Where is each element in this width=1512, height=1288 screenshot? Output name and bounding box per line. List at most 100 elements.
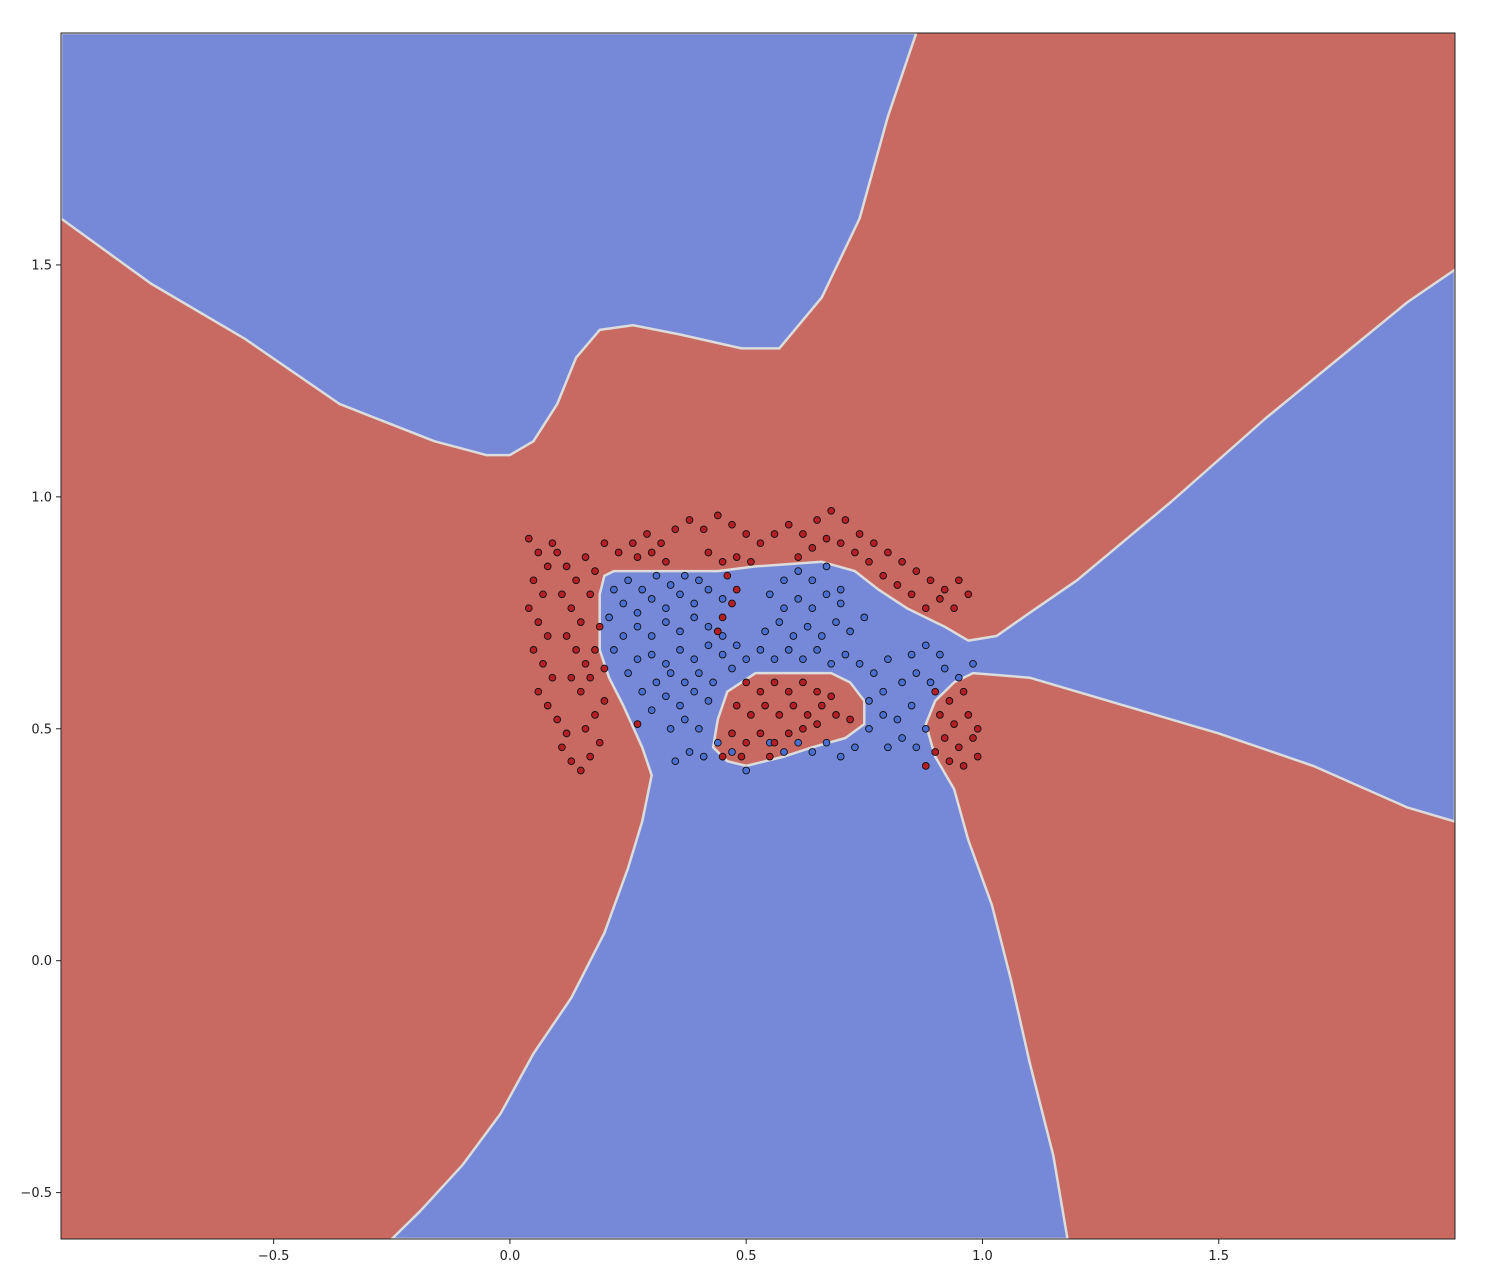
data-point-class-0 xyxy=(770,655,779,664)
data-point-class-0 xyxy=(780,576,788,585)
x-tick-label: 1.0 xyxy=(972,1249,993,1264)
data-point-class-1 xyxy=(799,678,807,687)
data-point-class-1 xyxy=(803,711,812,719)
data-point-class-1 xyxy=(761,701,769,710)
data-point-class-1 xyxy=(600,697,609,705)
data-point-class-1 xyxy=(628,539,637,548)
data-point-class-0 xyxy=(860,613,869,622)
data-point-class-1 xyxy=(723,571,732,580)
data-point-class-0 xyxy=(969,659,977,668)
data-point-class-1 xyxy=(548,539,557,548)
data-point-class-1 xyxy=(817,701,826,710)
data-point-class-0 xyxy=(879,711,888,719)
data-point-class-0 xyxy=(784,646,793,654)
data-point-class-0 xyxy=(647,632,656,640)
data-point-class-0 xyxy=(936,650,944,659)
data-point-class-0 xyxy=(704,585,713,594)
data-point-class-1 xyxy=(567,757,576,766)
data-point-class-0 xyxy=(662,692,670,701)
data-point-class-1 xyxy=(770,530,779,538)
data-point-class-0 xyxy=(662,618,670,626)
data-point-class-0 xyxy=(680,571,689,580)
x-axis: −0.5 0.0 0.5 1.0 1.5 xyxy=(258,1239,1229,1264)
data-point-class-0 xyxy=(718,632,727,640)
data-point-class-0 xyxy=(718,595,727,603)
decision-region-class-0 xyxy=(61,33,918,457)
data-point-class-1 xyxy=(704,548,713,557)
data-point-class-1 xyxy=(747,711,755,719)
data-point-class-0 xyxy=(808,576,817,585)
data-point-class-0 xyxy=(690,599,699,608)
data-point-class-1 xyxy=(600,539,609,548)
data-point-class-0 xyxy=(685,748,694,756)
data-point-class-1 xyxy=(534,687,543,696)
data-point-class-0 xyxy=(728,748,736,756)
data-point-class-0 xyxy=(624,576,632,585)
data-point-class-1 xyxy=(742,530,751,538)
data-point-class-1 xyxy=(770,678,779,687)
y-tick-label: 1.0 xyxy=(31,490,52,505)
data-point-class-1 xyxy=(836,539,845,548)
data-point-class-0 xyxy=(718,650,727,659)
data-point-class-0 xyxy=(794,595,803,603)
data-point-class-1 xyxy=(718,752,727,761)
data-point-class-0 xyxy=(803,622,812,631)
data-point-class-1 xyxy=(718,613,727,622)
data-point-class-0 xyxy=(851,743,859,752)
data-point-class-1 xyxy=(657,539,665,548)
data-point-class-0 xyxy=(709,678,717,687)
data-point-class-1 xyxy=(713,511,722,520)
data-point-class-0 xyxy=(619,599,628,608)
data-point-class-0 xyxy=(742,655,751,664)
data-point-class-1 xyxy=(827,692,836,701)
data-point-class-0 xyxy=(898,734,906,742)
data-point-class-1 xyxy=(954,743,963,752)
data-point-class-1 xyxy=(964,590,973,599)
data-point-class-0 xyxy=(827,659,836,668)
data-point-class-0 xyxy=(799,655,807,664)
data-point-class-1 xyxy=(964,711,973,719)
data-point-class-0 xyxy=(775,618,784,626)
data-point-class-0 xyxy=(699,752,708,761)
data-point-class-1 xyxy=(633,553,642,561)
data-point-class-1 xyxy=(591,567,599,575)
data-point-class-1 xyxy=(576,766,585,775)
data-point-class-0 xyxy=(926,678,935,687)
data-point-class-1 xyxy=(827,506,836,515)
data-point-class-1 xyxy=(921,762,930,770)
data-point-class-0 xyxy=(865,724,873,733)
data-point-class-0 xyxy=(610,585,618,594)
data-point-class-0 xyxy=(822,562,831,571)
data-point-class-1 xyxy=(794,553,803,561)
data-point-class-0 xyxy=(954,673,963,682)
data-point-class-0 xyxy=(808,748,817,756)
data-point-class-0 xyxy=(822,738,831,747)
data-point-class-0 xyxy=(647,706,656,715)
data-point-class-1 xyxy=(558,590,566,599)
data-point-class-1 xyxy=(954,576,963,585)
data-point-class-1 xyxy=(898,557,906,566)
data-point-class-1 xyxy=(543,632,552,640)
data-point-class-0 xyxy=(619,632,628,640)
data-point-class-0 xyxy=(789,632,798,640)
data-point-class-0 xyxy=(912,669,921,677)
data-point-class-1 xyxy=(775,711,784,719)
data-point-class-0 xyxy=(780,748,788,756)
data-point-class-0 xyxy=(884,743,892,752)
data-point-class-1 xyxy=(576,618,585,626)
data-point-class-1 xyxy=(553,548,562,557)
data-point-class-1 xyxy=(534,548,543,557)
data-point-class-0 xyxy=(676,627,684,636)
data-point-class-1 xyxy=(855,530,864,538)
data-point-class-1 xyxy=(945,697,954,705)
data-point-class-1 xyxy=(539,590,547,599)
data-point-class-0 xyxy=(652,678,661,687)
data-point-class-1 xyxy=(539,659,547,668)
data-point-class-1 xyxy=(732,553,741,561)
data-point-class-0 xyxy=(666,724,675,733)
data-point-class-0 xyxy=(940,664,949,673)
scatter-points xyxy=(524,506,982,775)
data-point-class-1 xyxy=(973,752,982,761)
data-point-class-0 xyxy=(666,581,675,589)
data-point-class-1 xyxy=(553,715,562,724)
